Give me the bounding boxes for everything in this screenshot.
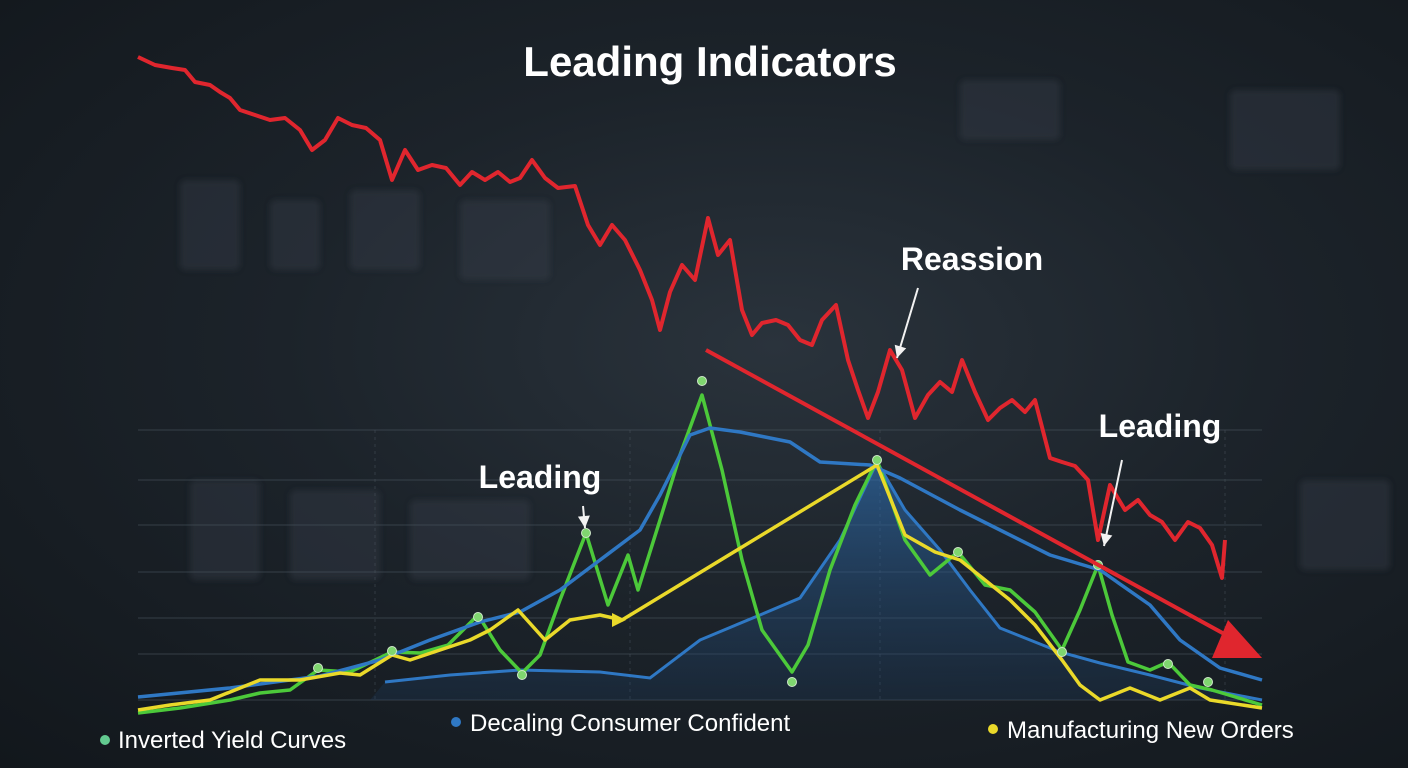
legend-label-consumer: Decaling Consumer Confident [470, 710, 791, 737]
legend-dot-inverted-yield [100, 735, 110, 745]
chart-title: Leading Indicators [523, 38, 896, 85]
legend-dot-consumer [451, 717, 461, 727]
legend-item-consumer: Decaling Consumer Confident [451, 710, 791, 737]
consumer-area [370, 462, 1262, 700]
legend-label-manufacturing: Manufacturing New Orders [1007, 717, 1294, 744]
annotation-pointer [1103, 459, 1123, 547]
annotation-label: Leading [1099, 408, 1222, 444]
manufacturing-arrow-head [612, 613, 626, 627]
data-point-inverted_yield [697, 376, 707, 386]
background-blur [180, 80, 1390, 580]
annotation-arrow-head [894, 344, 907, 358]
data-point-inverted_yield [953, 547, 963, 557]
legend-item-inverted-yield: Inverted Yield Curves [100, 727, 346, 754]
annotation-arrow-head [1100, 533, 1113, 546]
data-point-inverted_yield [1203, 677, 1213, 687]
legend-label-inverted-yield: Inverted Yield Curves [118, 727, 346, 754]
legend: Inverted Yield Curves Decaling Consumer … [100, 710, 1294, 754]
annotation-label: Reassion [901, 241, 1043, 277]
trend-line [137, 55, 1227, 580]
data-point-inverted_yield [313, 663, 323, 673]
annotation-layer: Leading Reassion Leading [479, 241, 1222, 547]
data-point-inverted_yield [473, 612, 483, 622]
trend-arrow-line [705, 348, 1229, 638]
legend-item-manufacturing: Manufacturing New Orders [988, 717, 1294, 744]
data-point-inverted_yield [517, 670, 527, 680]
series-line-consumer [137, 426, 1263, 699]
annotation-arrow-head [577, 515, 590, 528]
series-line-manufacturing [137, 463, 1263, 712]
data-point-inverted_yield [387, 646, 397, 656]
data-point-inverted_yield [1057, 647, 1067, 657]
annotation-label: Leading [479, 459, 602, 495]
series-line-inverted_yield [137, 393, 1263, 715]
data-point-inverted_yield [581, 528, 591, 538]
data-point-inverted_yield [872, 455, 882, 465]
data-point-inverted_yield [787, 677, 797, 687]
trend-arrow-head [1212, 620, 1262, 658]
annotation-pointer [896, 287, 919, 359]
data-point-inverted_yield [1163, 659, 1173, 669]
legend-dot-manufacturing [988, 724, 998, 734]
